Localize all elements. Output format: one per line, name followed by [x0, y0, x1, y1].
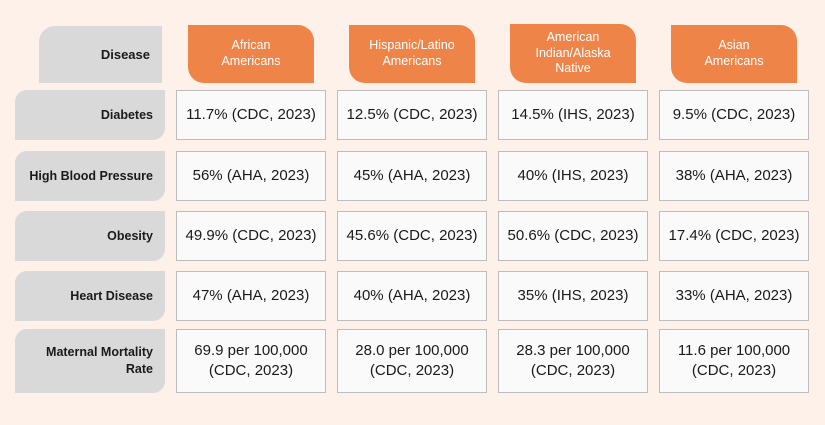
- table-cell: 38% (AHA, 2023): [659, 151, 809, 201]
- table-cell: 11.7% (CDC, 2023): [176, 90, 326, 140]
- header-disease-label: Disease: [100, 47, 150, 62]
- header-group-american-indian: American Indian/Alaska Native: [510, 24, 636, 83]
- table-cell: 28.0 per 100,000 (CDC, 2023): [337, 329, 487, 393]
- row-label-high-blood-pressure: High Blood Pressure: [15, 151, 165, 201]
- table-cell: 28.3 per 100,000 (CDC, 2023): [498, 329, 648, 393]
- row-label-maternal-mortality-rate: Maternal Mortality Rate: [15, 329, 165, 393]
- table-cell: 11.6 per 100,000 (CDC, 2023): [659, 329, 809, 393]
- table-cell: 35% (IHS, 2023): [498, 271, 648, 321]
- table-cell: 17.4% (CDC, 2023): [659, 211, 809, 261]
- table-cell: 50.6% (CDC, 2023): [498, 211, 648, 261]
- table-cell: 12.5% (CDC, 2023): [337, 90, 487, 140]
- row-label-diabetes: Diabetes: [15, 90, 165, 140]
- table-cell: 45% (AHA, 2023): [337, 151, 487, 201]
- row-label-heart-disease: Heart Disease: [15, 271, 165, 321]
- table-cell: 69.9 per 100,000 (CDC, 2023): [176, 329, 326, 393]
- table-cell: 56% (AHA, 2023): [176, 151, 326, 201]
- header-disease: Disease: [39, 26, 162, 83]
- header-group-hispanic-latino: Hispanic/Latino Americans: [349, 25, 475, 83]
- header-group-asian-americans: Asian Americans: [671, 25, 797, 83]
- table-cell: 40% (IHS, 2023): [498, 151, 648, 201]
- table-cell: 47% (AHA, 2023): [176, 271, 326, 321]
- table-cell: 14.5% (IHS, 2023): [498, 90, 648, 140]
- table-cell: 40% (AHA, 2023): [337, 271, 487, 321]
- table-cell: 49.9% (CDC, 2023): [176, 211, 326, 261]
- table-cell: 33% (AHA, 2023): [659, 271, 809, 321]
- row-label-obesity: Obesity: [15, 211, 165, 261]
- table-cell: 45.6% (CDC, 2023): [337, 211, 487, 261]
- header-group-african-americans: African Americans: [188, 25, 314, 83]
- table-cell: 9.5% (CDC, 2023): [659, 90, 809, 140]
